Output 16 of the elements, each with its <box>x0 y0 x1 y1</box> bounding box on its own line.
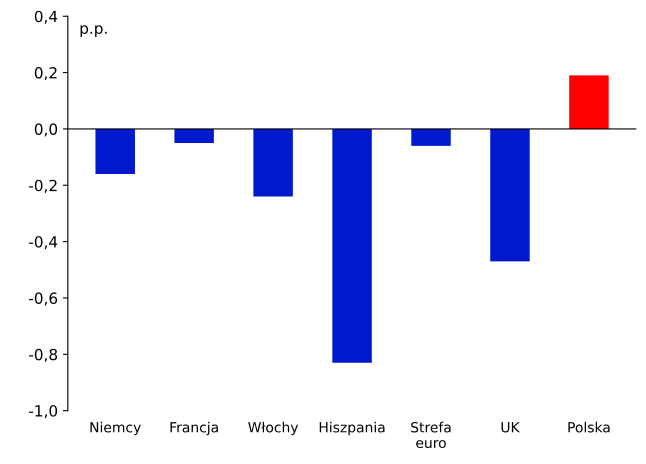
x-tick-label: Hiszpania <box>320 422 384 436</box>
y-tick-label: 0,0 <box>34 123 58 137</box>
y-tick-label: 0,2 <box>34 67 57 80</box>
x-tick-label: Polska <box>568 422 610 432</box>
x-tick-label: Niemcy <box>90 422 141 436</box>
y-axis-title: p.p. <box>80 25 107 37</box>
y-tick-label: -0,6 <box>29 292 58 306</box>
y-tick-label: 0,4 <box>34 10 58 24</box>
y-tick-label: -1,0 <box>29 405 58 418</box>
x-tick-label: UK <box>502 422 520 432</box>
y-tick-label: -0,4 <box>29 236 58 250</box>
y-tick-label: -0,2 <box>29 180 57 193</box>
x-tick-label: Strefa euro <box>411 422 451 448</box>
y-tick-label: -0,8 <box>29 348 58 362</box>
x-tick-label: Francja <box>170 422 218 436</box>
x-tick-label: Włochy <box>248 422 298 436</box>
